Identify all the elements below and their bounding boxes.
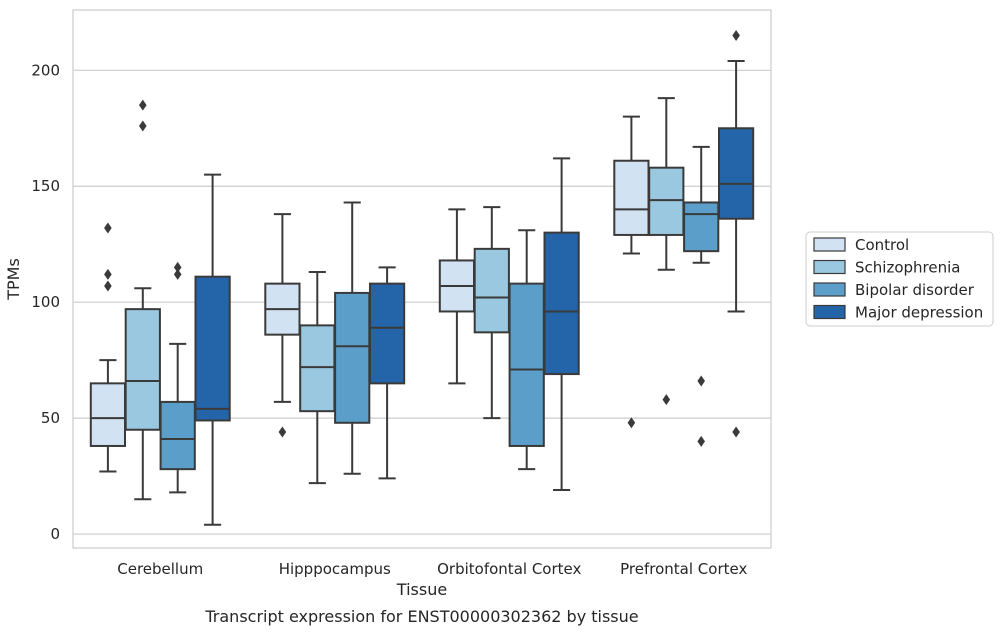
outlier-point <box>697 375 705 387</box>
box-iqr <box>648 166 685 236</box>
legend-swatch <box>813 282 846 297</box>
box-control <box>613 115 650 429</box>
box-control <box>89 222 127 473</box>
box-iqr <box>299 324 336 413</box>
outlier-point <box>104 280 112 292</box>
outlier-point <box>104 268 112 280</box>
box-schizophrenia <box>473 206 510 420</box>
x-tick-labels: Cerebellum Hipppocampus Orbitofontal Corte… <box>117 560 747 578</box>
outlier-point <box>627 417 636 429</box>
outlier-point <box>278 426 287 438</box>
outlier-point <box>139 99 147 111</box>
legend-swatch <box>813 237 846 252</box>
box-iqr <box>613 159 650 236</box>
outlier-point <box>173 261 182 273</box>
box-iqr <box>159 400 196 471</box>
box-iqr <box>473 247 510 334</box>
box-major-depression <box>368 266 406 480</box>
box-iqr <box>124 308 161 431</box>
y-axis-label: TPMs <box>4 258 23 301</box>
box-schizophrenia <box>648 97 685 406</box>
x-tick-label: Hipppocampus <box>279 560 391 578</box>
box-major-depression <box>717 30 755 438</box>
outlier-point <box>697 435 705 447</box>
box-control <box>264 213 301 438</box>
x-tick-label: Cerebellum <box>117 560 203 578</box>
box-major-depression <box>194 173 231 526</box>
box-schizophrenia <box>124 99 161 501</box>
legend-label: Major depression <box>855 304 983 322</box>
box-iqr <box>89 382 127 447</box>
box-iqr <box>717 127 755 220</box>
y-tick-label: 100 <box>31 293 60 311</box>
legend-swatch <box>813 259 846 275</box>
outlier-point <box>139 120 147 132</box>
box-iqr <box>683 201 720 253</box>
box-iqr <box>334 291 371 424</box>
box-iqr <box>543 231 580 376</box>
box-major-depression <box>543 157 580 492</box>
plot-area-frame <box>72 9 772 549</box>
legend-swatch <box>813 304 846 320</box>
legend-frame <box>805 231 994 327</box>
legend: Control Schizophrenia Bipolar disorder Majo… <box>805 231 994 327</box>
outlier-point <box>104 222 112 234</box>
box-bipolar-disorder <box>683 145 720 447</box>
box-iqr <box>508 282 545 447</box>
legend-label: Bipolar disorder <box>855 281 975 299</box>
outlier-point <box>732 426 740 438</box>
x-tick-label: Prefrontal Cortex <box>620 560 747 578</box>
outlier-point <box>732 30 740 42</box>
x-axis-label: Tissue <box>396 580 447 599</box>
box-schizophrenia <box>299 271 336 485</box>
y-tick-label: 0 <box>50 525 60 543</box>
chart-caption: Transcript expression for ENST0000030236… <box>204 607 638 626</box>
y-tick-label: 50 <box>41 409 60 427</box>
x-tick-label: Orbitofontal Cortex <box>437 560 581 578</box>
legend-label: Control <box>855 236 909 254</box>
box-bipolar-disorder <box>159 261 196 494</box>
outlier-point <box>173 268 182 280</box>
box-bipolar-disorder <box>508 229 545 471</box>
y-tick-label: 200 <box>31 61 60 79</box>
y-tick-labels: 0 50 100 150 200 <box>31 61 60 543</box>
box-bipolar-disorder <box>334 201 371 475</box>
boxes <box>89 30 755 526</box>
outlier-point <box>662 394 671 406</box>
box-iqr <box>194 275 231 422</box>
legend-label: Schizophrenia <box>855 259 960 277</box>
box-iqr <box>368 282 406 385</box>
y-tick-label: 150 <box>31 177 60 195</box>
box-control <box>438 208 476 385</box>
